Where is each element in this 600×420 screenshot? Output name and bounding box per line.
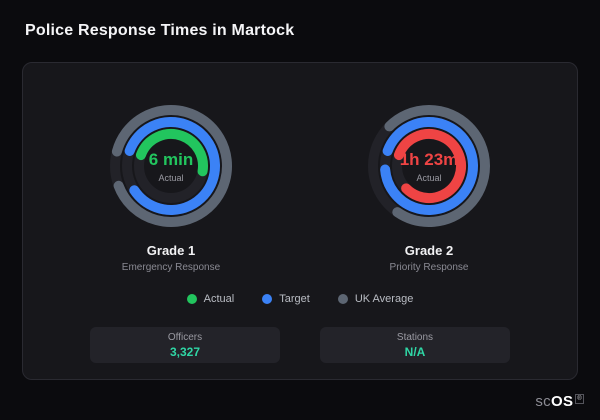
gauge-subtitle-grade-2: Priority Response (389, 262, 469, 273)
watermark-prefix: sc (535, 393, 551, 410)
gauge-rings-grade-1: 6 min Actual (106, 101, 236, 231)
gauge-rings-grade-2: 1h 23m Actual (364, 101, 494, 231)
gauges-row: 6 min Actual Grade 1 Emergency Response … (23, 63, 577, 273)
legend-dot-uk-average-icon (337, 294, 348, 304)
gauge-subtitle-grade-1: Emergency Response (121, 262, 221, 273)
gauge-title-grade-1: Grade 1 (146, 243, 196, 258)
legend-label-uk-average: UK Average (354, 293, 414, 305)
stats-row: Officers 3,327 Stations N/A (23, 327, 577, 363)
gauge-grade-1: 6 min Actual Grade 1 Emergency Response (61, 101, 281, 273)
gauge-grade-2: 1h 23m Actual Grade 2 Priority Response (319, 101, 539, 273)
legend-label-target: Target (279, 293, 310, 305)
stat-stations-value: N/A (404, 344, 426, 359)
response-times-card: 6 min Actual Grade 1 Emergency Response … (22, 62, 578, 380)
legend-item-uk-average[interactable]: UK Average (337, 293, 414, 305)
stat-officers: Officers 3,327 (90, 327, 280, 363)
legend: Actual Target UK Average (23, 293, 577, 305)
stat-stations-label: Stations (396, 331, 434, 343)
legend-label-actual: Actual (203, 293, 235, 305)
legend-dot-target-icon (262, 294, 273, 304)
stat-officers-value: 3,327 (169, 344, 201, 359)
legend-item-actual[interactable]: Actual (186, 293, 235, 305)
watermark-scos: scOS ® (535, 393, 584, 410)
registered-mark-icon: ® (575, 394, 584, 404)
page-title: Police Response Times in Martock (25, 22, 295, 39)
stat-stations: Stations N/A (320, 327, 510, 363)
stat-officers-label: Officers (167, 331, 203, 343)
legend-dot-actual-icon (186, 294, 197, 304)
gauge-title-grade-2: Grade 2 (404, 243, 454, 258)
legend-item-target[interactable]: Target (262, 293, 310, 305)
watermark-suffix: OS (550, 393, 574, 410)
